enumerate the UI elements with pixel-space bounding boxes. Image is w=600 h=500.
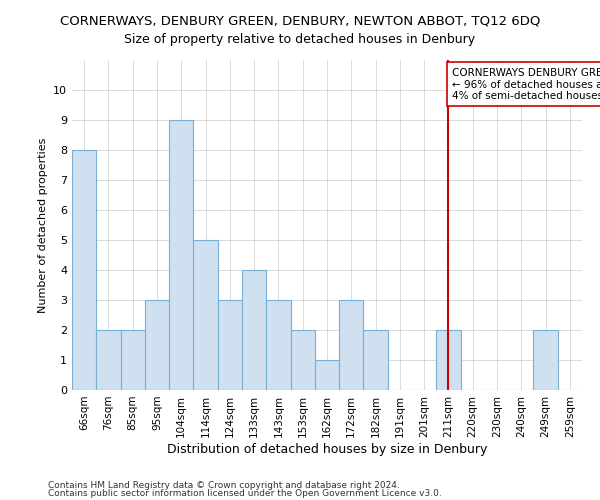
Bar: [339, 300, 364, 390]
Text: CORNERWAYS, DENBURY GREEN, DENBURY, NEWTON ABBOT, TQ12 6DQ: CORNERWAYS, DENBURY GREEN, DENBURY, NEWT…: [60, 15, 540, 28]
Bar: [315, 360, 339, 390]
Bar: [121, 330, 145, 390]
Bar: [436, 330, 461, 390]
Bar: [72, 150, 96, 390]
Y-axis label: Number of detached properties: Number of detached properties: [38, 138, 47, 312]
Bar: [96, 330, 121, 390]
Bar: [364, 330, 388, 390]
Bar: [169, 120, 193, 390]
Bar: [145, 300, 169, 390]
Bar: [533, 330, 558, 390]
Text: CORNERWAYS DENBURY GREEN: 213sqm
← 96% of detached houses are smaller (49)
4% of: CORNERWAYS DENBURY GREEN: 213sqm ← 96% o…: [452, 68, 600, 100]
Bar: [266, 300, 290, 390]
Text: Contains HM Land Registry data © Crown copyright and database right 2024.: Contains HM Land Registry data © Crown c…: [48, 480, 400, 490]
Bar: [242, 270, 266, 390]
Bar: [218, 300, 242, 390]
Text: Contains public sector information licensed under the Open Government Licence v3: Contains public sector information licen…: [48, 489, 442, 498]
Bar: [193, 240, 218, 390]
Bar: [290, 330, 315, 390]
Text: Size of property relative to detached houses in Denbury: Size of property relative to detached ho…: [124, 32, 476, 46]
X-axis label: Distribution of detached houses by size in Denbury: Distribution of detached houses by size …: [167, 442, 487, 456]
